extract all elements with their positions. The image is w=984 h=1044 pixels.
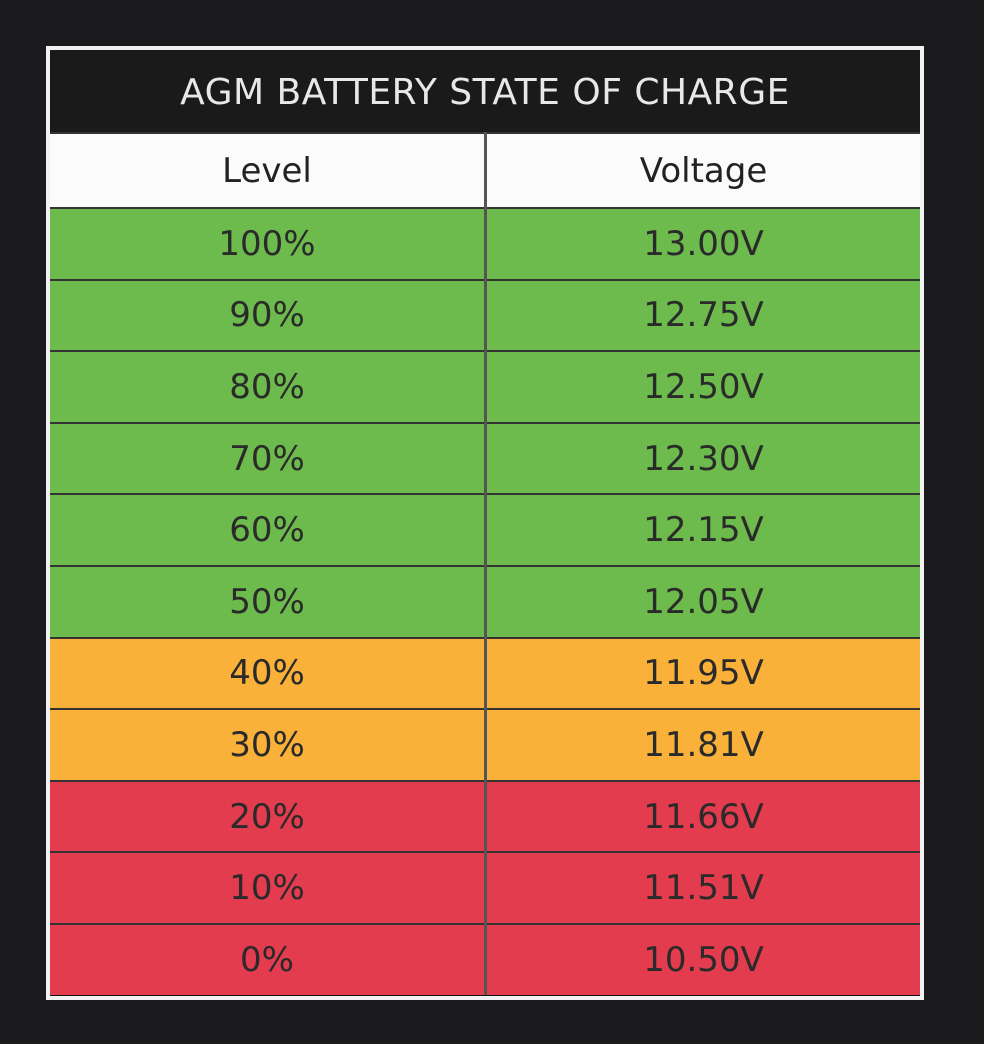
- charge-table: Level Voltage 100% 13.00V 90% 12.75V 80% 12.50…: [50, 132, 920, 995]
- table-row: 90% 12.75V: [50, 278, 920, 352]
- table-row: 50% 12.05V: [50, 564, 920, 638]
- voltage-cell: 11.81V: [485, 708, 920, 781]
- table-title: AGM BATTERY STATE OF CHARGE: [50, 50, 920, 132]
- level-cell: 20%: [50, 779, 487, 853]
- table-frame: AGM BATTERY STATE OF CHARGE Level Voltage…: [46, 46, 924, 1000]
- column-header: Level: [50, 132, 487, 208]
- voltage-cell: 12.50V: [485, 350, 920, 423]
- level-cell: 80%: [50, 350, 487, 423]
- level-cell: 100%: [50, 207, 487, 280]
- voltage-cell: 11.51V: [485, 851, 920, 924]
- table-row: 100% 13.00V: [50, 207, 920, 280]
- table-head: Level Voltage: [50, 132, 920, 208]
- column-header: Voltage: [485, 132, 920, 208]
- table-row: 40% 11.95V: [50, 636, 920, 710]
- voltage-cell: 12.05V: [485, 564, 920, 638]
- level-cell: 50%: [50, 564, 487, 638]
- table-row: 30% 11.81V: [50, 708, 920, 781]
- table-row: 80% 12.50V: [50, 350, 920, 423]
- table-row: 70% 12.30V: [50, 421, 920, 495]
- voltage-cell: 10.50V: [485, 922, 920, 995]
- level-cell: 30%: [50, 708, 487, 781]
- level-cell: 0%: [50, 922, 487, 995]
- table-body: 100% 13.00V 90% 12.75V 80% 12.50V 70% 12.30V 60%…: [50, 207, 920, 995]
- header-row: Level Voltage: [50, 132, 920, 208]
- table-row: 0% 10.50V: [50, 922, 920, 995]
- voltage-cell: 12.75V: [485, 278, 920, 352]
- level-cell: 70%: [50, 421, 487, 495]
- level-cell: 10%: [50, 851, 487, 924]
- voltage-cell: 11.95V: [485, 636, 920, 710]
- level-cell: 40%: [50, 636, 487, 710]
- table-row: 20% 11.66V: [50, 779, 920, 853]
- voltage-cell: 12.30V: [485, 421, 920, 495]
- table-row: 60% 12.15V: [50, 493, 920, 566]
- level-cell: 60%: [50, 493, 487, 566]
- table-row: 10% 11.51V: [50, 851, 920, 924]
- level-cell: 90%: [50, 278, 487, 352]
- voltage-cell: 13.00V: [485, 207, 920, 280]
- voltage-cell: 12.15V: [485, 493, 920, 566]
- voltage-cell: 11.66V: [485, 779, 920, 853]
